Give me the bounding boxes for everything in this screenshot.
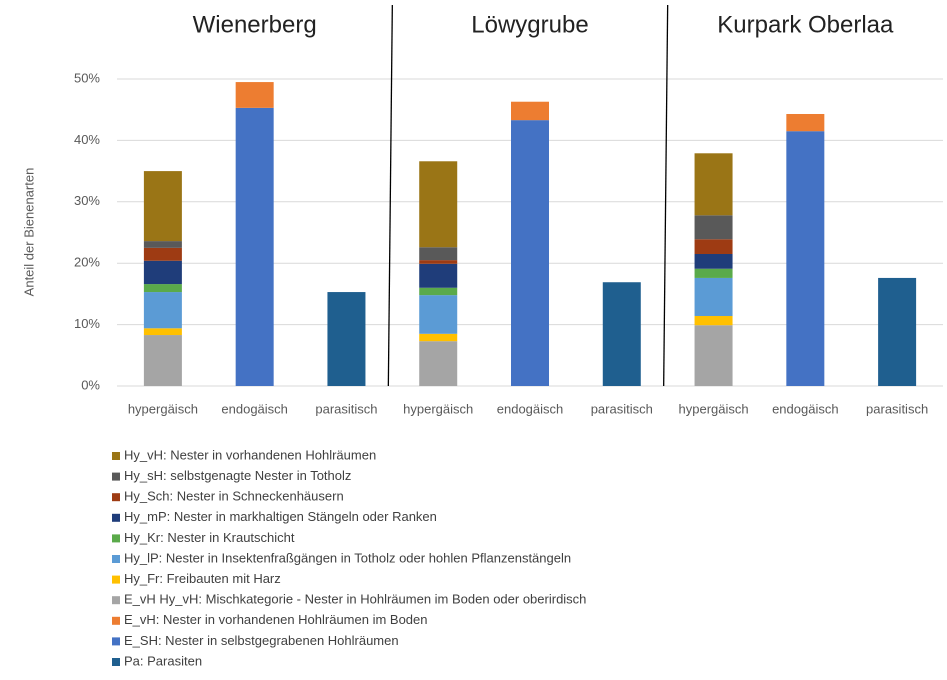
bar-segment <box>235 82 274 108</box>
legend-swatch <box>112 575 120 584</box>
legend-label: Hy_Kr: Nester in Krautschicht <box>124 530 295 545</box>
legend-label: E_vH Hy_vH: Mischkategorie - Nester in H… <box>124 592 586 607</box>
bar-segment <box>786 113 825 132</box>
x-tick-label: parasitisch <box>866 401 928 416</box>
legend-label: Hy_Sch: Nester in Schneckenhäusern <box>124 489 344 504</box>
bar-segment <box>419 161 458 248</box>
legend-label: Hy_mP: Nester in markhaltigen Stängeln o… <box>124 509 437 524</box>
legend-label: Hy_Fr: Freibauten mit Harz <box>124 571 281 586</box>
bar-segment <box>694 325 733 386</box>
legend-swatch <box>112 555 120 563</box>
legend-swatch <box>112 452 120 460</box>
x-tick-label: endogäisch <box>497 401 564 416</box>
bar-segment <box>419 287 458 296</box>
legend-swatch <box>112 658 120 666</box>
y-tick-label: 10% <box>74 316 100 331</box>
bar-segment <box>235 107 274 386</box>
legend-swatch <box>112 596 120 605</box>
bar-segment <box>143 284 182 293</box>
bar-segment <box>419 260 458 264</box>
bar-segment <box>419 247 458 261</box>
group-title: Wienerberg <box>193 11 317 38</box>
legend-label: E_SH: Nester in selbstgegrabenen Hohlräu… <box>124 633 399 648</box>
legend-label: E_vH: Nester in vorhandenen Hohlräumen i… <box>124 612 428 627</box>
x-tick-label: endogäisch <box>772 401 839 416</box>
x-tick-label: parasitisch <box>591 401 653 416</box>
bar-segment <box>694 316 733 326</box>
x-tick-label: hypergäisch <box>403 401 473 416</box>
bar-segment <box>511 101 549 121</box>
bar-segment <box>143 241 182 248</box>
legend-swatch <box>112 637 120 646</box>
bar-segment <box>511 120 549 386</box>
legend-label: Hy_lP: Nester in Insektenfraßgängen in T… <box>124 550 571 565</box>
y-tick-label: 0% <box>81 377 100 392</box>
bar-segment <box>694 268 733 278</box>
legend-label: Hy_vH: Nester in vorhandenen Hohlräumen <box>124 447 376 462</box>
bar-segment <box>602 282 641 386</box>
bar-segment <box>786 131 825 386</box>
bar-segment <box>143 247 182 261</box>
bar-segment <box>143 292 182 329</box>
group-title: Löwygrube <box>471 11 588 38</box>
y-tick-label: 30% <box>74 193 100 208</box>
legend-swatch <box>112 493 120 502</box>
legend-swatch <box>112 513 120 522</box>
bar-segment <box>419 333 458 342</box>
bar-segment <box>143 328 182 336</box>
bar-segment <box>694 253 733 269</box>
bar-segment <box>419 263 458 288</box>
bar-segment <box>419 341 458 386</box>
legend-label: Pa: Parasiten <box>124 653 202 668</box>
bar-segment <box>694 215 733 240</box>
bar-segment <box>694 277 733 317</box>
bar-segment <box>878 277 917 386</box>
bar-segment <box>143 335 182 386</box>
group-title: Kurpark Oberlaa <box>717 11 894 38</box>
bar-segment <box>143 260 182 285</box>
legend-label: Hy_sH: selbstgenagte Nester in Totholz <box>124 468 351 483</box>
legend-swatch <box>112 616 120 625</box>
legend-swatch <box>112 472 120 481</box>
legend-swatch <box>112 534 120 543</box>
x-tick-label: endogäisch <box>221 401 288 416</box>
y-tick-label: 50% <box>74 70 100 85</box>
y-tick-label: 40% <box>74 132 100 147</box>
bar-segment <box>694 153 733 216</box>
y-axis-label: Anteil der Bienenarten <box>21 168 36 297</box>
x-tick-label: hypergäisch <box>128 401 198 416</box>
y-tick-label: 20% <box>74 255 100 270</box>
bar-segment <box>694 239 733 254</box>
group-separator <box>663 4 669 387</box>
bar-segment <box>327 292 366 386</box>
x-tick-label: parasitisch <box>315 401 377 416</box>
bar-segment <box>143 171 182 242</box>
bar-segment <box>419 295 458 334</box>
x-tick-label: hypergäisch <box>679 401 749 416</box>
group-separator <box>387 4 393 387</box>
